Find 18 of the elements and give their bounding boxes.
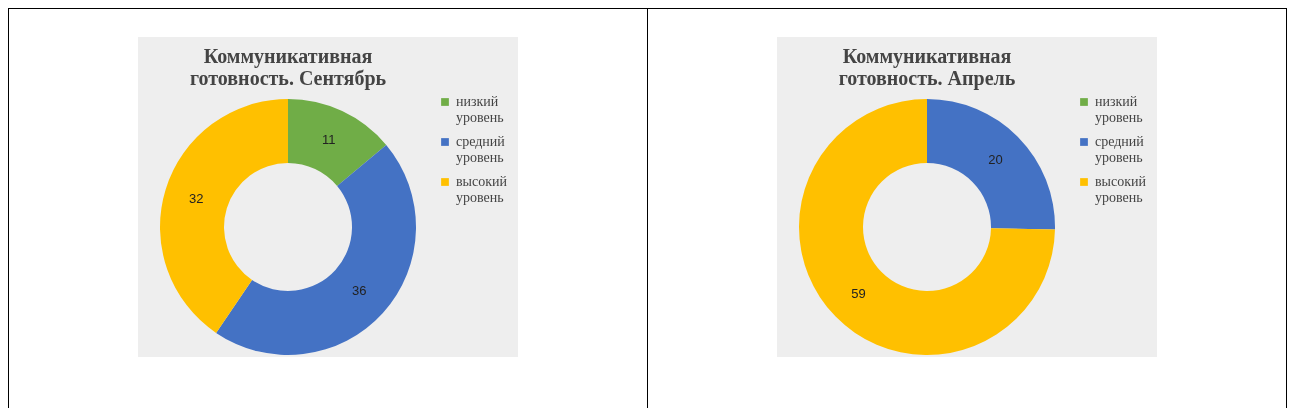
data-label: 36 xyxy=(351,283,367,299)
donut-slice xyxy=(799,99,1055,355)
chart-title: Коммуникативная готовность. Апрель xyxy=(838,45,1016,90)
legend-label: средний уровень xyxy=(1095,134,1145,165)
legend-label: средний уровень xyxy=(456,134,506,165)
donut-slice xyxy=(927,99,1055,230)
data-label: 32 xyxy=(189,190,204,206)
data-label: 20 xyxy=(988,151,1003,167)
donut-slice xyxy=(288,99,387,186)
data-label: 11 xyxy=(321,132,336,148)
donut-slice xyxy=(216,144,416,355)
legend-label: низкий уровень xyxy=(1095,94,1143,125)
data-label: 59 xyxy=(851,286,866,302)
legend-label: высокий уровень xyxy=(1095,174,1147,205)
legend-label: высокий уровень xyxy=(456,174,508,205)
donut-slice xyxy=(160,99,288,333)
chart-title: Коммуникативная готовность. Сентябрь xyxy=(189,45,387,90)
legend-label: низкий уровень xyxy=(456,94,504,125)
